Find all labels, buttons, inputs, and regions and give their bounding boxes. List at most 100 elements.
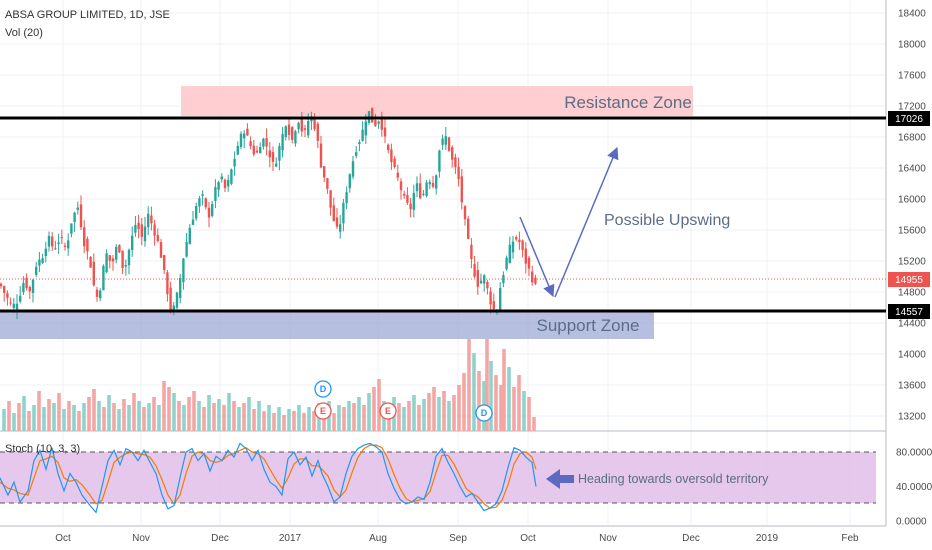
price-axis[interactable]: 18400 18000 17600 17200 16800 16400 16000 15600… — [898, 9, 926, 423]
candle-body — [287, 124, 291, 135]
support-zone — [0, 312, 654, 339]
candle-body — [412, 192, 415, 210]
candle-body — [108, 255, 111, 261]
candle-body — [195, 206, 198, 219]
candle-body — [28, 286, 31, 292]
candle-body — [358, 142, 361, 144]
candle-body — [441, 138, 444, 145]
candle-body — [451, 147, 454, 160]
candle-body — [457, 166, 460, 180]
candle-body — [230, 169, 233, 184]
price-tick-label: 14000 — [898, 350, 926, 361]
candle-body — [182, 258, 185, 283]
candle-body — [476, 270, 479, 287]
volume-bar — [337, 405, 341, 431]
volume-bar — [507, 367, 511, 431]
volume-bar — [372, 387, 376, 431]
candle-body — [207, 207, 211, 218]
candle-body — [76, 207, 79, 210]
volume-bar — [312, 411, 316, 431]
volume-bar — [467, 339, 471, 431]
svg-text:14557: 14557 — [895, 307, 923, 318]
volume-bar — [217, 399, 221, 431]
price-tick-label: 13600 — [898, 381, 926, 392]
volume-bar — [457, 385, 461, 431]
candle-body — [95, 289, 99, 297]
volume-bar — [352, 403, 356, 431]
volume-bar — [452, 395, 456, 431]
volume-bar — [267, 405, 271, 431]
candle-body — [339, 224, 342, 232]
volume-bar — [517, 375, 521, 431]
resistance-zone-label: Resistance Zone — [564, 93, 692, 112]
candle-body — [169, 287, 172, 310]
candle-body — [243, 133, 246, 139]
candle-body — [323, 166, 326, 178]
candle-body — [185, 241, 188, 257]
volume-bar — [432, 387, 436, 431]
candle-body — [6, 293, 9, 298]
volume-bar — [127, 405, 131, 431]
time-tick-label: Feb — [841, 533, 859, 544]
time-axis[interactable]: Oct Nov Dec 2017 Aug Sep Oct Nov Dec 2019 Feb — [55, 533, 859, 544]
price-tick-label: 15600 — [898, 226, 926, 237]
volume-bar — [202, 407, 206, 431]
candle-body — [265, 138, 268, 147]
candle-body — [54, 248, 57, 250]
candle-body — [316, 123, 319, 141]
candle-body — [332, 205, 335, 221]
candle-body — [127, 249, 131, 266]
volume-bar — [357, 397, 361, 431]
volume-bar — [197, 401, 201, 431]
candle-body — [527, 257, 531, 269]
stoch-axis[interactable]: 80.0000 40.0000 0.0000 — [896, 448, 932, 528]
candle-body — [38, 259, 41, 266]
candle-body — [217, 182, 220, 190]
volume-bar — [27, 411, 31, 431]
price-tick-label: 14800 — [898, 288, 926, 299]
candle-body — [454, 157, 457, 168]
earnings-badge[interactable]: E — [379, 402, 397, 420]
svg-text:E: E — [385, 406, 391, 416]
candle-body — [19, 295, 22, 302]
candle-body — [447, 137, 451, 151]
dividend-badge[interactable]: D — [314, 380, 332, 398]
svg-text:14955: 14955 — [895, 275, 923, 286]
volume-bar — [157, 405, 161, 431]
volume-bar — [417, 405, 421, 431]
candle-body — [425, 182, 428, 196]
volume-bar — [132, 393, 136, 431]
dividend-badge[interactable]: D — [475, 404, 493, 422]
candle-body — [51, 236, 54, 247]
stoch-legend: Stoch (10, 3, 3) — [5, 443, 80, 455]
volume-bar — [232, 401, 236, 431]
support-zone-label: Support Zone — [536, 316, 639, 335]
volume-bar — [297, 405, 301, 431]
time-tick-label: Oct — [520, 533, 536, 544]
volume-bar — [322, 409, 326, 431]
candle-body — [63, 245, 67, 247]
candle-body — [44, 248, 47, 257]
left-arrow-icon — [546, 469, 574, 489]
volume-bar — [17, 403, 21, 431]
candle-body — [419, 183, 422, 199]
candle-body — [70, 223, 73, 234]
volume-bar — [167, 387, 171, 431]
candle-body — [79, 204, 83, 228]
price-tick-label: 14400 — [898, 319, 926, 330]
candle-body — [31, 279, 35, 294]
candle-body — [431, 182, 435, 187]
candle-body — [89, 256, 92, 268]
price-tick-label: 16000 — [898, 195, 926, 206]
volume-bar — [87, 397, 91, 431]
earnings-badge[interactable]: E — [314, 402, 332, 420]
volume-bar — [522, 391, 526, 431]
candle-body — [12, 303, 15, 308]
candle-body — [220, 176, 223, 180]
candle-body — [499, 288, 502, 311]
svg-text:E: E — [320, 406, 326, 416]
candle-body — [371, 107, 374, 123]
candle-body — [252, 145, 255, 155]
price-tick-label: 17200 — [898, 102, 926, 113]
